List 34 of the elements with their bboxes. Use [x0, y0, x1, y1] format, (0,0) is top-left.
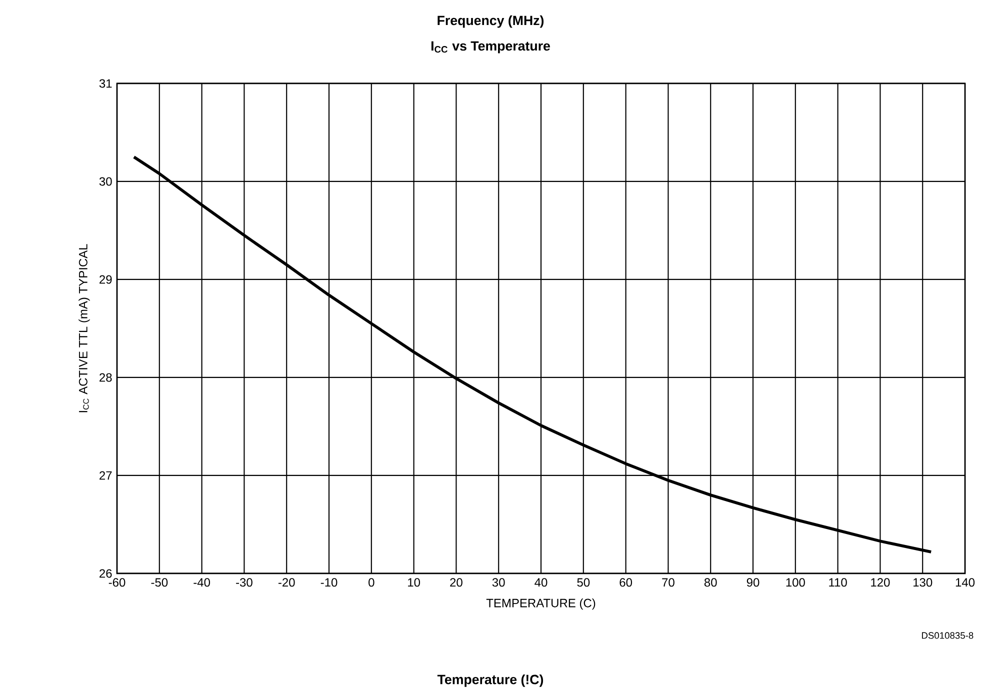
x-tick-label: -60: [108, 578, 126, 587]
line-series: [132, 155, 933, 554]
text: DS010835-8: [922, 632, 974, 639]
x-tick-label: 70: [662, 578, 674, 587]
text: Temperature (!C): [437, 674, 544, 687]
x-tick-label: 130: [914, 578, 932, 587]
y-tick-label: 26: [100, 569, 112, 578]
text: Frequency (MHz): [438, 15, 544, 28]
x-axis-title: TEMPERATURE (C): [486, 598, 596, 610]
x-tick-label: 110: [829, 578, 847, 587]
y-tick-label: 27: [100, 471, 112, 480]
x-tick-label: 80: [704, 578, 717, 587]
x-tick-label: 20: [450, 578, 462, 587]
y-tick-label: 30: [99, 177, 112, 186]
x-tick-label: 0: [368, 578, 374, 587]
x-tick-label: 50: [577, 578, 590, 587]
x-tick-label: 30: [492, 578, 505, 587]
y-tick-label: 28: [100, 373, 112, 382]
x-tick-label: -20: [278, 578, 295, 587]
x-tick-label: -50: [151, 578, 168, 587]
y-axis-title: I$_{CC}$ ACTIVE TTL (mA) TYPICAL: [78, 244, 90, 412]
x-tick-label: -10: [320, 578, 338, 587]
y-tick-label: 31: [99, 79, 112, 88]
x-tick-label: 10: [408, 578, 420, 587]
x-tick-label: 60: [620, 578, 632, 587]
x-tick-label: 140: [956, 578, 975, 587]
x-tick-label: 100: [786, 578, 805, 587]
x-tick-label: -30: [236, 578, 252, 587]
y-tick-label: 29: [100, 275, 112, 284]
x-tick-label: 40: [534, 578, 548, 587]
x-tick-label: -40: [194, 578, 210, 587]
x-tick-label: 90: [746, 578, 760, 587]
chart-title: I$_{CC}$ vs Temperature: [431, 41, 550, 54]
x-tick-label: 120: [871, 578, 890, 587]
